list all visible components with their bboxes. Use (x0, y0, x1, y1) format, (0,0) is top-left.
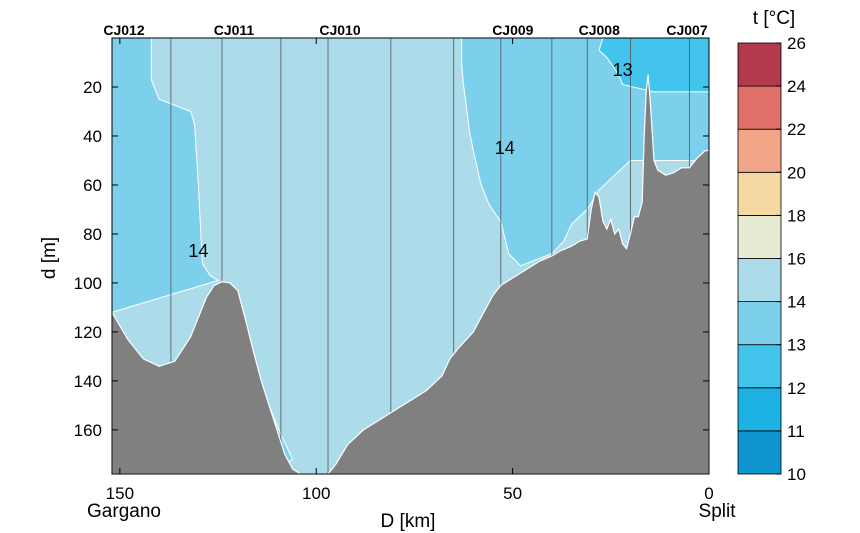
colorbar-label-11: 11 (787, 422, 805, 441)
x-tick-label-150: 150 (106, 484, 134, 503)
colorbar-label-13: 13 (787, 336, 806, 355)
colorbar-label-14: 14 (787, 293, 806, 312)
x-tick-label-100: 100 (302, 484, 330, 503)
plot-area: 14 14 13 (111, 37, 710, 475)
colorbar-title: t [°C] (753, 8, 795, 29)
x-axis: 150 100 50 0 (106, 38, 714, 503)
colorbar-segment-4 (737, 301, 782, 346)
contour-labels: 14 14 13 (188, 60, 632, 261)
y-tick-label-20: 20 (83, 78, 102, 97)
colorbar-segment-6 (737, 214, 782, 259)
contour-label-2: 14 (495, 138, 515, 158)
station-label-cj007: CJ007 (666, 22, 707, 38)
colorbar-label-22: 22 (787, 120, 806, 139)
colorbar-segment-7 (737, 171, 782, 216)
x-end-label-left: Gargano (87, 501, 161, 522)
colorbar-label-12: 12 (787, 379, 806, 398)
temperature-region-1 (111, 37, 220, 313)
x-tick-label-50: 50 (503, 484, 522, 503)
station-label-cj011: CJ011 (214, 22, 255, 38)
colorbar-label-24: 24 (787, 77, 806, 96)
y-tick-label-40: 40 (83, 127, 102, 146)
plot-frame (111, 37, 710, 475)
contour-label-1: 14 (188, 241, 208, 261)
colorbar-segment-9 (737, 85, 782, 130)
x-tick-label-0: 0 (704, 484, 713, 503)
colorbar-segment-3 (737, 344, 782, 389)
y-tick-label-100: 100 (74, 274, 102, 293)
colorbar-segment-1 (737, 430, 782, 475)
colorbar-segment-2 (737, 387, 782, 432)
colorbar-label-20: 20 (787, 163, 806, 182)
colorbar-label-18: 18 (787, 206, 806, 225)
station-label-cj010: CJ010 (319, 22, 360, 38)
colorbar-label-10: 10 (787, 465, 806, 484)
contour-label-3: 13 (613, 60, 633, 80)
station-label-cj008: CJ008 (579, 22, 620, 38)
colorbar-segment-8 (737, 128, 782, 173)
colorbar: 10 11 12 13 14 16 18 20 22 24 26 (737, 34, 806, 484)
bathymetry-seafloor (111, 74, 710, 475)
colorbar-segment-5 (737, 258, 782, 302)
y-axis-title: d [m] (39, 237, 60, 279)
station-labels: CJ012 CJ011 CJ010 CJ009 CJ008 CJ007 (103, 22, 707, 38)
colorbar-segment-10 (737, 42, 782, 87)
station-label-cj009: CJ009 (492, 22, 533, 38)
y-tick-label-120: 120 (74, 323, 102, 342)
y-tick-label-140: 140 (74, 372, 102, 391)
y-tick-label-160: 160 (74, 421, 102, 440)
x-end-label-right: Split (699, 501, 737, 522)
y-axis: 20 40 60 80 100 120 140 160 (74, 78, 709, 440)
x-axis-title: D [km] (381, 511, 436, 532)
colorbar-label-16: 16 (787, 250, 806, 269)
colorbar-label-26: 26 (787, 34, 806, 53)
station-label-cj012: CJ012 (103, 22, 144, 38)
y-tick-label-80: 80 (83, 225, 102, 244)
y-tick-label-60: 60 (83, 176, 102, 195)
